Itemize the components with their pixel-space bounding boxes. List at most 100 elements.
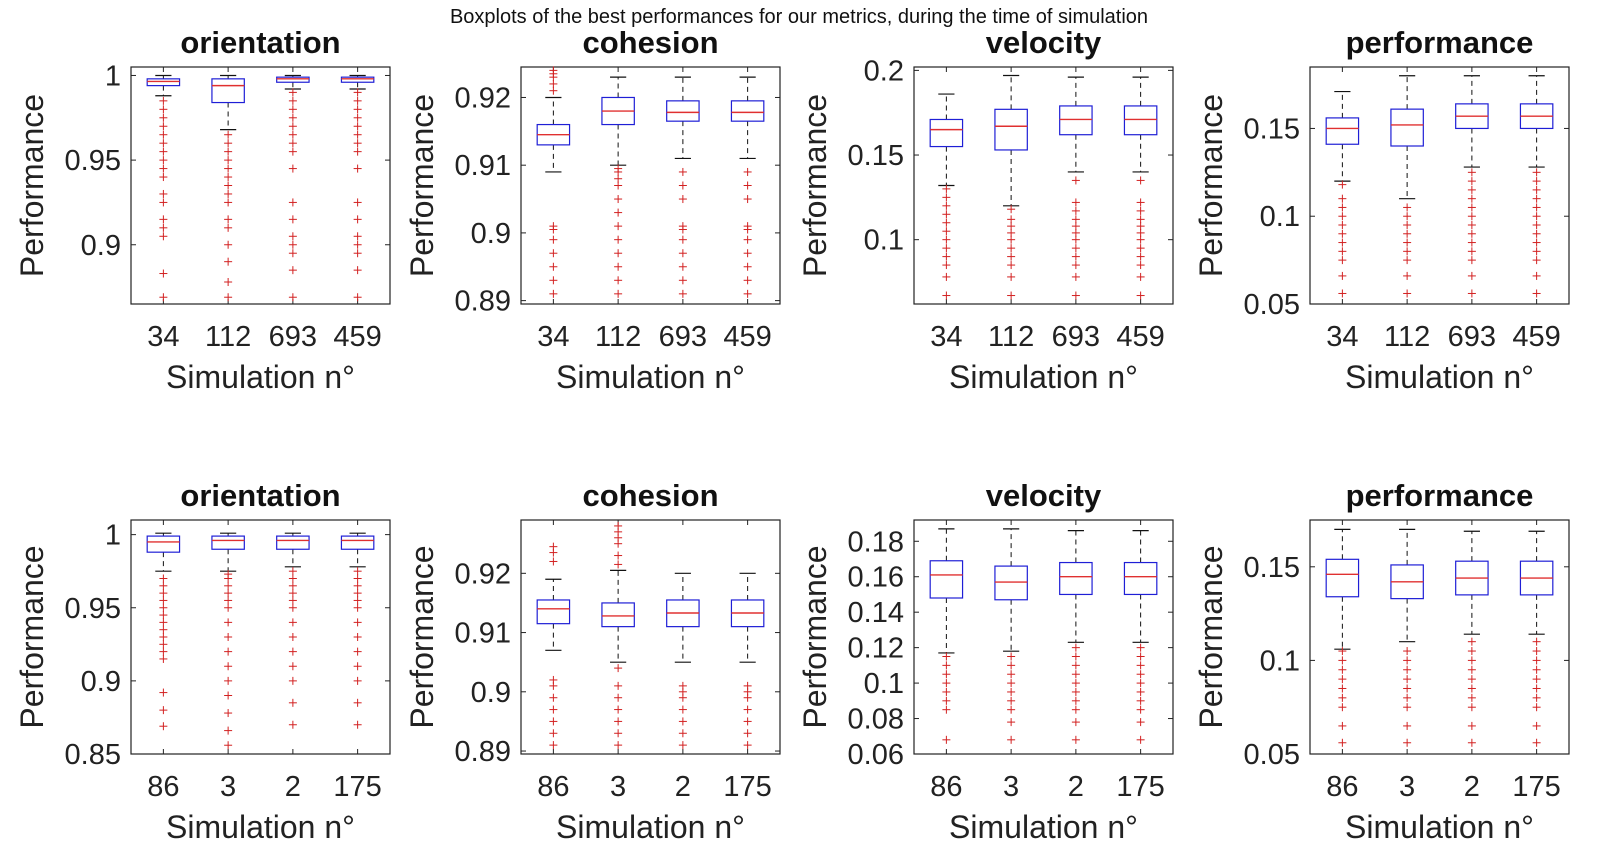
box-iqr	[929, 560, 964, 599]
outlier-point	[224, 691, 233, 700]
outlier-point	[1403, 656, 1412, 665]
outlier-point	[1007, 261, 1016, 270]
outlier-point	[1338, 656, 1347, 665]
outlier-point	[1071, 272, 1080, 281]
outlier-point	[1338, 647, 1347, 656]
outlier-point	[614, 208, 623, 217]
plot-area	[913, 519, 1174, 755]
y-axis-label: Performance	[1193, 94, 1229, 277]
outlier-point	[353, 198, 362, 207]
outlier-point	[353, 113, 362, 122]
outlier-point	[1467, 203, 1476, 212]
box-693	[666, 76, 700, 298]
outlier-point	[1136, 661, 1145, 670]
y-tick-label: 0.9	[471, 677, 511, 709]
outlier-point	[1467, 168, 1476, 177]
outlier-point	[1007, 679, 1016, 688]
outlier-point	[678, 235, 687, 244]
outlier-point	[159, 113, 168, 122]
x-tick-label: 459	[1116, 321, 1164, 353]
outlier-point	[159, 625, 168, 634]
outlier-point	[1532, 212, 1541, 221]
x-axis-label: Simulation n°	[949, 359, 1138, 395]
outlier-point	[1071, 661, 1080, 670]
outlier-point	[743, 249, 752, 258]
outlier-point	[942, 272, 951, 281]
y-tick-label: 0.15	[1244, 113, 1300, 145]
outlier-point	[743, 262, 752, 271]
box-3	[994, 528, 1028, 744]
box-175	[1519, 530, 1554, 747]
outlier-point	[942, 261, 951, 270]
outlier-point	[678, 167, 687, 176]
outlier-point	[353, 240, 362, 249]
outlier-point	[1071, 198, 1080, 207]
outlier-point	[224, 277, 233, 286]
outlier-point	[1532, 693, 1541, 702]
y-tick-label: 0.14	[848, 597, 904, 629]
box-112	[994, 74, 1028, 300]
y-axis-label: Performance	[1193, 545, 1229, 728]
x-axis-label: Simulation n°	[1345, 809, 1534, 845]
outlier-point	[159, 147, 168, 156]
x-tick-label: 112	[988, 321, 1034, 353]
y-tick-label: 0.95	[65, 145, 121, 177]
box-iqr	[666, 100, 700, 122]
box-iqr	[211, 78, 245, 104]
outlier-point	[549, 86, 558, 95]
outlier-point	[353, 88, 362, 97]
outlier-point	[224, 741, 233, 750]
box-iqr	[1123, 105, 1158, 136]
y-tick-label: 0.1	[864, 225, 904, 257]
outlier-point	[159, 574, 168, 583]
box-iqr	[340, 76, 375, 83]
outlier-point	[224, 647, 233, 656]
outlier-point	[159, 223, 168, 232]
outlier-point	[1136, 235, 1145, 244]
outlier-point	[1136, 718, 1145, 727]
outlier-point	[678, 741, 687, 750]
outlier-point	[159, 156, 168, 165]
outlier-point	[549, 548, 558, 557]
x-axis-label: Simulation n°	[166, 359, 355, 395]
outlier-point	[288, 567, 297, 576]
outlier-point	[224, 223, 233, 232]
outlier-point	[1532, 168, 1541, 177]
x-tick-label: 3	[220, 771, 236, 803]
outlier-point	[224, 676, 233, 685]
outlier-point	[1136, 272, 1145, 281]
outlier-point	[224, 603, 233, 612]
outlier-point	[224, 173, 233, 182]
outlier-point	[1338, 212, 1347, 221]
box-iqr	[146, 535, 181, 553]
outlier-point	[1071, 718, 1080, 727]
box-iqr	[1059, 105, 1093, 136]
outlier-point	[224, 589, 233, 598]
outlier-point	[353, 139, 362, 148]
boxplot-panel-performance: performance 0.05 0.1 0.15 34 112 693 459 Simulat…	[1193, 25, 1570, 395]
outlier-point	[224, 709, 233, 718]
outlier-point	[288, 147, 297, 156]
x-tick-label: 175	[1116, 771, 1164, 803]
outlier-point	[678, 249, 687, 258]
outlier-point	[678, 289, 687, 298]
outlier-point	[942, 670, 951, 679]
outlier-point	[1007, 228, 1016, 237]
outlier-point	[614, 729, 623, 738]
outlier-point	[614, 235, 623, 244]
plot-area	[520, 519, 781, 755]
y-tick-label: 0.85	[65, 739, 121, 771]
outlier-point	[224, 662, 233, 671]
outlier-point	[1467, 693, 1476, 702]
box-2	[666, 572, 700, 750]
panel-title: cohesion	[582, 478, 718, 513]
y-tick-label: 0.9	[81, 666, 121, 698]
outlier-point	[743, 289, 752, 298]
outlier-point	[1403, 703, 1412, 712]
box-86	[146, 532, 181, 731]
outlier-point	[1007, 215, 1016, 224]
outlier-point	[1338, 684, 1347, 693]
outlier-point	[1071, 670, 1080, 679]
outlier-point	[1467, 721, 1476, 730]
outlier-point	[288, 647, 297, 656]
